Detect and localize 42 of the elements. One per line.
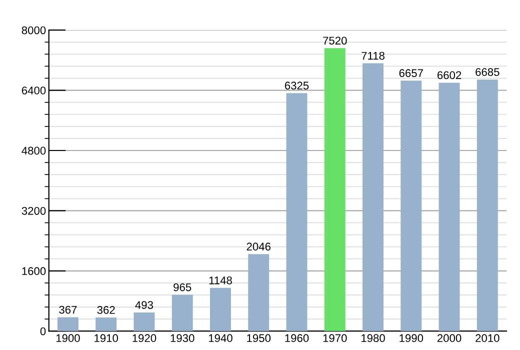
data-label: 965 bbox=[174, 283, 192, 292]
data-label: 362 bbox=[97, 306, 115, 314]
bar bbox=[476, 80, 498, 332]
bar bbox=[248, 254, 270, 332]
bar bbox=[57, 317, 78, 332]
bar bbox=[96, 317, 117, 332]
bar bbox=[210, 288, 231, 332]
y-tick-label: 8000 bbox=[22, 26, 46, 34]
x-tick-label: 1960 bbox=[285, 334, 309, 342]
x-tick-label: 1920 bbox=[132, 334, 156, 342]
data-label: 493 bbox=[135, 301, 153, 309]
data-label: 7520 bbox=[323, 36, 347, 45]
x-tick-label: 1900 bbox=[56, 334, 80, 342]
y-tick-label: 6400 bbox=[22, 86, 46, 94]
data-label: 1148 bbox=[209, 276, 232, 284]
bar bbox=[438, 82, 460, 332]
x-tick-label: 1980 bbox=[362, 334, 385, 342]
x-tick-label: 1910 bbox=[94, 334, 118, 342]
y-tick-label: 1600 bbox=[22, 267, 46, 276]
x-tick-label: 1990 bbox=[400, 334, 424, 342]
y-tick-label: 4800 bbox=[22, 146, 46, 155]
data-label: 7118 bbox=[362, 52, 384, 60]
data-label: 2046 bbox=[246, 242, 270, 251]
x-tick-label: 1970 bbox=[323, 334, 347, 342]
x-tick-label: 1950 bbox=[247, 334, 271, 342]
data-label: 6325 bbox=[284, 82, 309, 90]
data-label: 6602 bbox=[437, 71, 462, 80]
data-label: 367 bbox=[59, 306, 77, 314]
data-label: 6685 bbox=[476, 68, 500, 76]
y-tick-label: 0 bbox=[40, 327, 46, 336]
x-tick-label: 1930 bbox=[170, 334, 194, 342]
x-tick-label: 2000 bbox=[437, 334, 462, 342]
bar bbox=[134, 312, 155, 332]
x-tick-label: 1940 bbox=[208, 334, 232, 342]
bar bbox=[172, 294, 193, 332]
bar bbox=[286, 93, 308, 332]
bar bbox=[324, 48, 346, 332]
x-tick-label: 2010 bbox=[476, 334, 500, 342]
data-label: 6657 bbox=[399, 69, 423, 78]
bar bbox=[362, 63, 384, 332]
y-tick-label: 3200 bbox=[22, 206, 46, 215]
bar bbox=[400, 80, 422, 332]
